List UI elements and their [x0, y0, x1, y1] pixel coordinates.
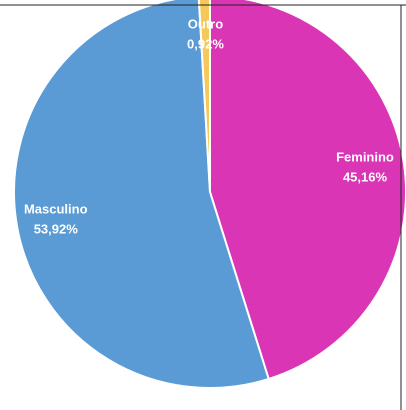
- slice-label: Outro: [188, 17, 223, 32]
- pie-slice: [209, 0, 406, 381]
- pie-slice: [197, 0, 211, 193]
- slice-value-label: 45,16%: [343, 170, 388, 185]
- slice-value-label: 53,92%: [34, 222, 79, 237]
- pie: [13, 0, 406, 389]
- slice-label: Masculino: [24, 202, 88, 217]
- slice-label: Feminino: [336, 150, 394, 165]
- pie-slice: [13, 0, 270, 389]
- slice-value-label: 0,92%: [187, 37, 224, 52]
